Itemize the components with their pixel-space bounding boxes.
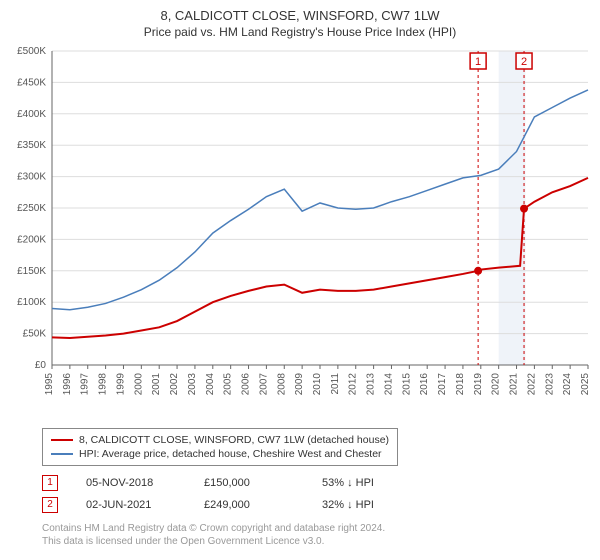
svg-text:2: 2 <box>521 56 527 68</box>
legend-label: 8, CALDICOTT CLOSE, WINSFORD, CW7 1LW (d… <box>79 434 389 446</box>
svg-text:2014: 2014 <box>383 373 394 396</box>
svg-text:2023: 2023 <box>544 373 555 396</box>
svg-text:£300K: £300K <box>17 172 46 183</box>
footer-line: Contains HM Land Registry data © Crown c… <box>42 522 385 535</box>
svg-text:2007: 2007 <box>258 373 269 396</box>
svg-text:1998: 1998 <box>98 373 109 396</box>
svg-text:1995: 1995 <box>44 373 55 396</box>
svg-text:£100K: £100K <box>17 297 46 308</box>
legend-item-property: 8, CALDICOTT CLOSE, WINSFORD, CW7 1LW (d… <box>51 433 389 447</box>
svg-text:£150K: £150K <box>17 266 46 277</box>
svg-text:2010: 2010 <box>312 373 323 396</box>
footer-attribution: Contains HM Land Registry data © Crown c… <box>42 522 385 548</box>
sales-row: 1 05-NOV-2018 £150,000 53% ↓ HPI <box>42 472 412 494</box>
svg-text:£0: £0 <box>35 360 47 371</box>
svg-text:2013: 2013 <box>366 373 377 396</box>
svg-text:2003: 2003 <box>187 373 198 396</box>
svg-text:£200K: £200K <box>17 234 46 245</box>
chart-container: 8, CALDICOTT CLOSE, WINSFORD, CW7 1LW Pr… <box>0 0 600 560</box>
svg-text:2019: 2019 <box>473 373 484 396</box>
svg-text:2017: 2017 <box>437 373 448 396</box>
sale-date: 05-NOV-2018 <box>86 477 176 489</box>
sale-date: 02-JUN-2021 <box>86 499 176 511</box>
sale-marker-badge: 1 <box>42 475 58 491</box>
svg-text:1997: 1997 <box>80 373 91 396</box>
svg-text:2024: 2024 <box>562 373 573 396</box>
sale-price: £150,000 <box>204 477 294 489</box>
svg-text:2011: 2011 <box>330 373 341 395</box>
svg-text:£500K: £500K <box>17 46 46 57</box>
svg-text:2006: 2006 <box>241 373 252 396</box>
svg-text:2002: 2002 <box>169 373 180 396</box>
svg-text:2018: 2018 <box>455 373 466 396</box>
svg-text:2020: 2020 <box>491 373 502 396</box>
chart-area: £0 £50K £100K £150K £200K £250K £300K £350K £400… <box>0 45 600 415</box>
sale-delta: 53% ↓ HPI <box>322 477 412 489</box>
sale-marker-badge: 2 <box>42 497 58 513</box>
svg-text:2015: 2015 <box>401 373 412 396</box>
svg-text:2008: 2008 <box>276 373 287 396</box>
svg-text:2012: 2012 <box>348 373 359 396</box>
sales-table: 1 05-NOV-2018 £150,000 53% ↓ HPI 2 02-JU… <box>42 472 412 516</box>
svg-text:2004: 2004 <box>205 373 216 396</box>
svg-text:2005: 2005 <box>223 373 234 396</box>
sales-row: 2 02-JUN-2021 £249,000 32% ↓ HPI <box>42 494 412 516</box>
svg-text:1: 1 <box>475 56 481 68</box>
legend-label: HPI: Average price, detached house, Ches… <box>79 448 382 460</box>
svg-text:2009: 2009 <box>294 373 305 396</box>
svg-text:£50K: £50K <box>23 329 47 340</box>
svg-text:2001: 2001 <box>151 373 162 396</box>
svg-text:2016: 2016 <box>419 373 430 396</box>
legend-swatch <box>51 439 73 441</box>
svg-text:2000: 2000 <box>133 373 144 396</box>
chart-title: 8, CALDICOTT CLOSE, WINSFORD, CW7 1LW <box>0 0 600 23</box>
svg-text:2021: 2021 <box>509 373 520 396</box>
sale-delta: 32% ↓ HPI <box>322 499 412 511</box>
svg-text:£250K: £250K <box>17 203 46 214</box>
legend-swatch <box>51 453 73 455</box>
chart-subtitle: Price paid vs. HM Land Registry's House … <box>0 23 600 45</box>
svg-text:£450K: £450K <box>17 77 46 88</box>
legend: 8, CALDICOTT CLOSE, WINSFORD, CW7 1LW (d… <box>42 428 398 466</box>
svg-text:£400K: £400K <box>17 109 46 120</box>
svg-text:1996: 1996 <box>62 373 73 396</box>
sale-price: £249,000 <box>204 499 294 511</box>
svg-text:2022: 2022 <box>526 373 537 396</box>
svg-text:£350K: £350K <box>17 140 46 151</box>
legend-item-hpi: HPI: Average price, detached house, Ches… <box>51 447 389 461</box>
svg-text:1999: 1999 <box>115 373 126 396</box>
footer-line: This data is licensed under the Open Gov… <box>42 535 385 548</box>
svg-text:2025: 2025 <box>580 373 591 396</box>
chart-svg: £0 £50K £100K £150K £200K £250K £300K £350K £400… <box>0 45 600 415</box>
